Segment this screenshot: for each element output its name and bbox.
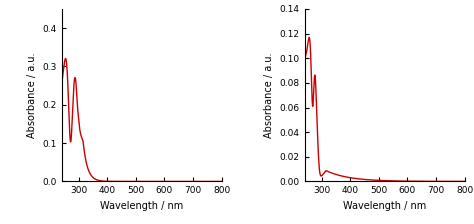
Y-axis label: Absorbance / a.u.: Absorbance / a.u. — [27, 52, 37, 138]
X-axis label: Wavelength / nm: Wavelength / nm — [100, 201, 183, 211]
X-axis label: Wavelength / nm: Wavelength / nm — [343, 201, 426, 211]
Y-axis label: Absorbance / a.u.: Absorbance / a.u. — [264, 52, 274, 138]
